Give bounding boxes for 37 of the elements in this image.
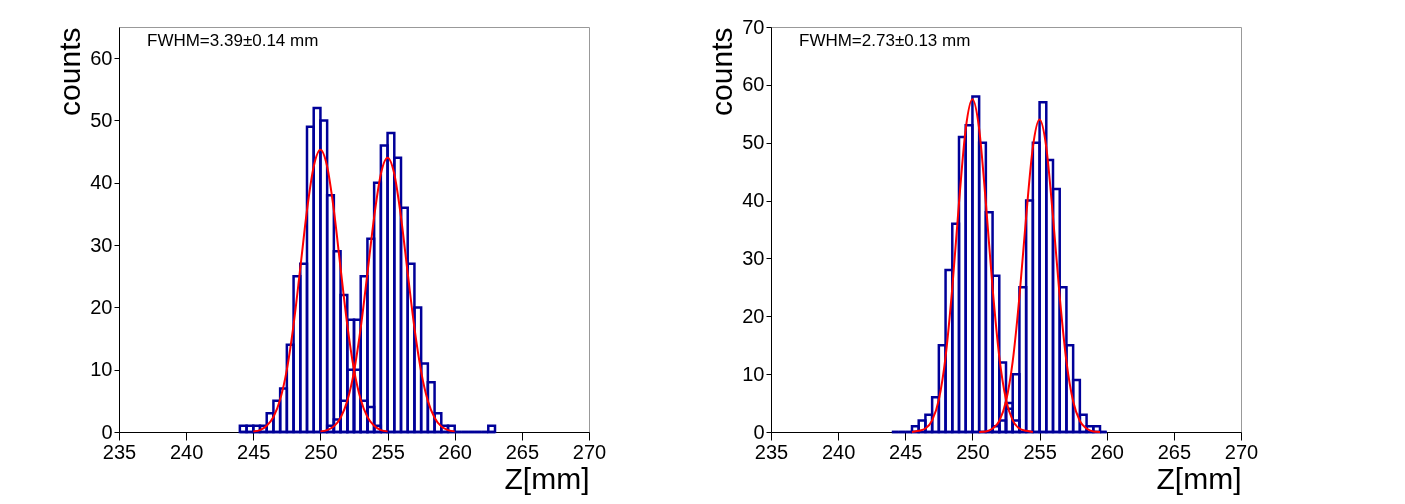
y-tick-label: 20 (90, 295, 113, 318)
y-tick-label: 50 (742, 131, 765, 154)
y-axis-title: counts (705, 27, 739, 116)
y-tick-label: 30 (90, 233, 113, 256)
y-tick-label: 40 (742, 189, 765, 212)
y-tick-label: 40 (90, 171, 113, 194)
x-tick-label: 245 (237, 440, 271, 463)
x-tick-label: 245 (889, 440, 923, 463)
annotation: FWHM=2.73±0.13 mm (799, 31, 971, 50)
x-tick-label: 250 (956, 440, 990, 463)
x-axis-title: Z[mm] (1156, 461, 1242, 495)
y-tick-label: 70 (742, 15, 765, 38)
y-tick-label: 10 (90, 358, 113, 381)
y-axis-title: counts (53, 27, 87, 116)
x-tick-label: 270 (572, 440, 607, 463)
annotation: FWHM=3.39±0.14 mm (147, 31, 319, 50)
x-tick-label: 235 (102, 440, 137, 463)
x-tick-label: 255 (371, 440, 405, 463)
x-tick-label: 255 (1023, 440, 1057, 463)
x-tick-label: 265 (505, 440, 540, 463)
x-tick-label: 265 (1157, 440, 1192, 463)
x-tick-label: 240 (821, 440, 856, 463)
x-tick-label: 250 (304, 440, 338, 463)
x-tick-label: 235 (754, 440, 789, 463)
y-tick-label: 0 (753, 420, 765, 443)
x-tick-label: 260 (438, 440, 472, 463)
y-tick-label: 20 (742, 304, 765, 327)
y-tick-label: 60 (742, 73, 765, 96)
y-tick-label: 60 (90, 46, 113, 69)
y-tick-label: 10 (742, 362, 765, 385)
y-tick-label: 50 (90, 108, 113, 131)
x-tick-label: 270 (1224, 440, 1259, 463)
y-tick-label: 0 (101, 420, 113, 443)
x-axis-title: Z[mm] (504, 461, 590, 495)
x-tick-label: 240 (169, 440, 204, 463)
x-tick-label: 260 (1090, 440, 1124, 463)
y-tick-label: 30 (742, 246, 765, 269)
